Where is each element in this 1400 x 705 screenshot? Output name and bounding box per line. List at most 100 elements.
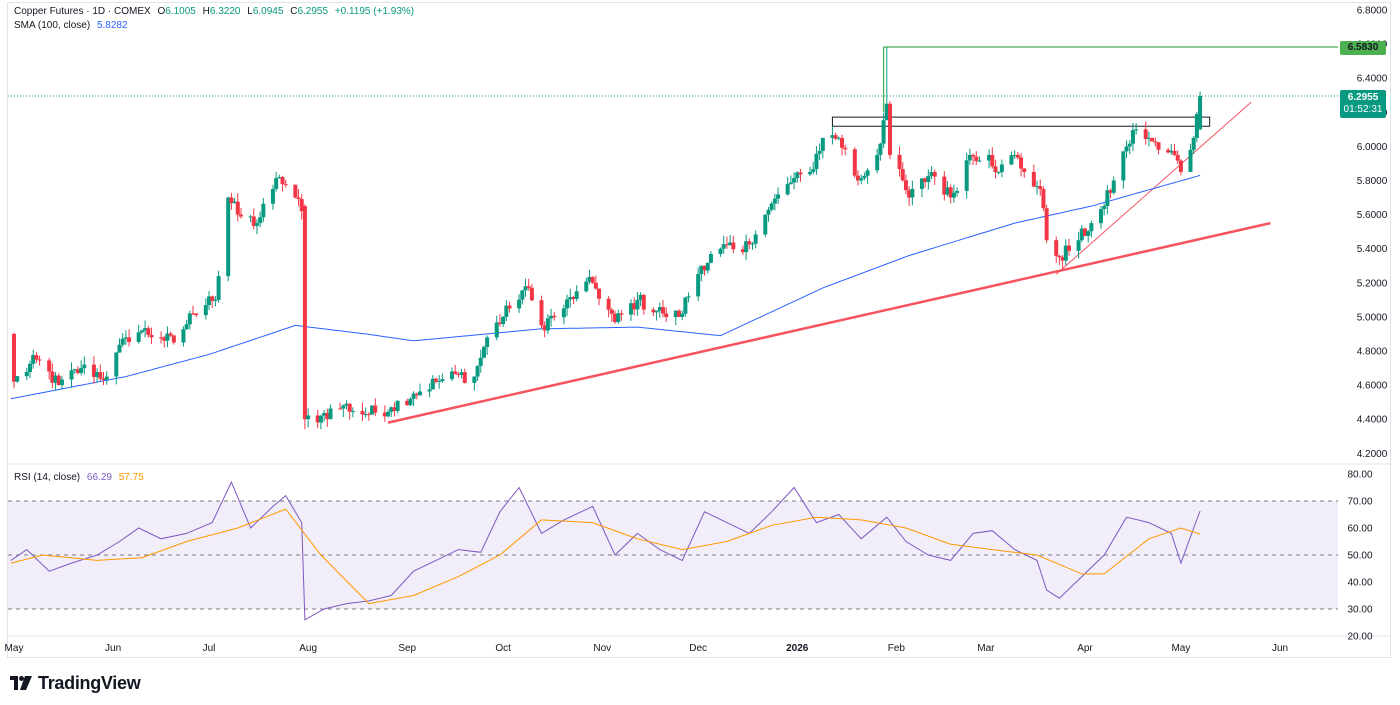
- candle-body: [504, 305, 509, 317]
- ohlc-close: C6.2955: [290, 6, 329, 17]
- candle-body: [629, 303, 634, 315]
- candle-body: [907, 190, 912, 198]
- candle-body: [1067, 245, 1071, 251]
- candle-body: [389, 407, 394, 412]
- candle-body: [721, 244, 726, 249]
- rsi-ma-value: 57.75: [118, 472, 144, 483]
- candle-body: [1012, 154, 1017, 156]
- candle-body: [373, 405, 378, 413]
- candle-body: [955, 190, 960, 193]
- candle-body: [1079, 228, 1084, 241]
- candle-body: [993, 166, 998, 173]
- candle-body: [609, 309, 614, 314]
- candle-body: [184, 324, 189, 330]
- candle-body: [584, 281, 589, 292]
- candle-body: [104, 376, 109, 380]
- candle-body: [344, 403, 349, 406]
- candle-body: [1102, 206, 1107, 210]
- candle-body: [740, 249, 745, 253]
- candle-body: [808, 171, 813, 175]
- candle-body: [526, 286, 531, 288]
- rsi-legend[interactable]: RSI (14, close) 66.29 57.75: [14, 472, 148, 483]
- candle-body: [162, 337, 167, 341]
- candle-body: [168, 333, 173, 336]
- candle-body: [897, 154, 902, 170]
- candle-body: [306, 415, 311, 420]
- time-axis-tick: Mar: [977, 643, 995, 654]
- candle-body: [31, 355, 36, 364]
- candle-body: [587, 276, 592, 282]
- candle-body: [411, 393, 416, 399]
- candle-body: [1019, 157, 1024, 169]
- candle-body: [478, 357, 483, 366]
- candle-body: [561, 308, 566, 318]
- candle-body: [632, 303, 637, 310]
- price-axis-tick: 4.6000: [1357, 381, 1388, 392]
- candle-body: [15, 376, 20, 382]
- price-axis-tick: 5.2000: [1357, 278, 1388, 289]
- candle-body: [593, 282, 598, 289]
- candle-body: [926, 175, 931, 183]
- candle-body: [731, 242, 736, 250]
- candle-body: [318, 415, 323, 423]
- candle-body: [1111, 180, 1116, 193]
- candle-body: [127, 337, 132, 342]
- candle-body: [523, 286, 528, 291]
- tradingview-logo[interactable]: TradingView: [10, 672, 141, 694]
- candle-body: [449, 371, 454, 380]
- candle-body: [50, 371, 55, 383]
- candle-body: [951, 192, 956, 198]
- candle-body: [414, 393, 419, 396]
- candle-body: [363, 414, 368, 416]
- ohlc-high: H6.3220: [202, 6, 241, 17]
- candle-body: [542, 325, 547, 331]
- price-axis-tick: 6.8000: [1357, 6, 1388, 17]
- candle-body: [72, 369, 77, 371]
- candle-body: [696, 274, 701, 297]
- time-axis-tick: 2026: [786, 643, 809, 654]
- candle-body: [248, 216, 253, 218]
- candle-body: [673, 310, 678, 318]
- candle-body: [967, 154, 972, 161]
- candle-body: [529, 287, 534, 301]
- candle-body: [686, 296, 691, 298]
- candle-body: [881, 120, 886, 144]
- candles-group: [12, 46, 1203, 430]
- candle-body: [1076, 240, 1081, 251]
- price-axis-tick: 4.8000: [1357, 347, 1388, 358]
- candle-body: [1124, 146, 1129, 152]
- candle-body: [657, 307, 662, 311]
- rsi-value: 66.29: [86, 472, 112, 483]
- sma-value: 5.8282: [96, 20, 128, 31]
- time-axis-tick: Jun: [105, 643, 121, 654]
- candle-body: [1172, 150, 1177, 155]
- candle-body: [75, 369, 80, 373]
- candle-body: [146, 328, 151, 335]
- candle-body: [165, 333, 170, 341]
- candle-body: [919, 178, 924, 189]
- candle-body: [360, 411, 365, 415]
- candle-body: [293, 184, 298, 198]
- candle-body: [836, 137, 841, 139]
- price-axis-tick: 5.4000: [1357, 244, 1388, 255]
- last-price-value: 6.2955: [1347, 92, 1379, 103]
- symbol-legend[interactable]: Copper Futures · 1D · COMEX O6.1005 H6.3…: [14, 6, 418, 17]
- tradingview-logo-icon: [10, 676, 32, 690]
- candle-body: [270, 189, 275, 204]
- sma-legend[interactable]: SMA (100, close) 5.8282: [14, 20, 132, 31]
- chart-frame: [7, 2, 1391, 658]
- symbol-title[interactable]: Copper Futures · 1D · COMEX: [14, 6, 151, 17]
- candle-body: [750, 243, 755, 245]
- candle-body: [139, 330, 144, 333]
- candle-body: [280, 177, 285, 185]
- price-change: +0.1195 (+1.93%): [334, 6, 415, 17]
- candle-body: [277, 177, 282, 179]
- candle-body: [1175, 154, 1180, 161]
- candle-body: [929, 171, 934, 176]
- candle-body: [539, 300, 544, 326]
- candle-body: [520, 290, 525, 300]
- candle-body: [149, 334, 154, 338]
- candle-body: [971, 154, 976, 157]
- resistance-zone-box: [831, 116, 1211, 127]
